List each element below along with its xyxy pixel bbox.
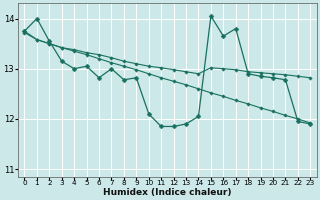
X-axis label: Humidex (Indice chaleur): Humidex (Indice chaleur) <box>103 188 232 197</box>
